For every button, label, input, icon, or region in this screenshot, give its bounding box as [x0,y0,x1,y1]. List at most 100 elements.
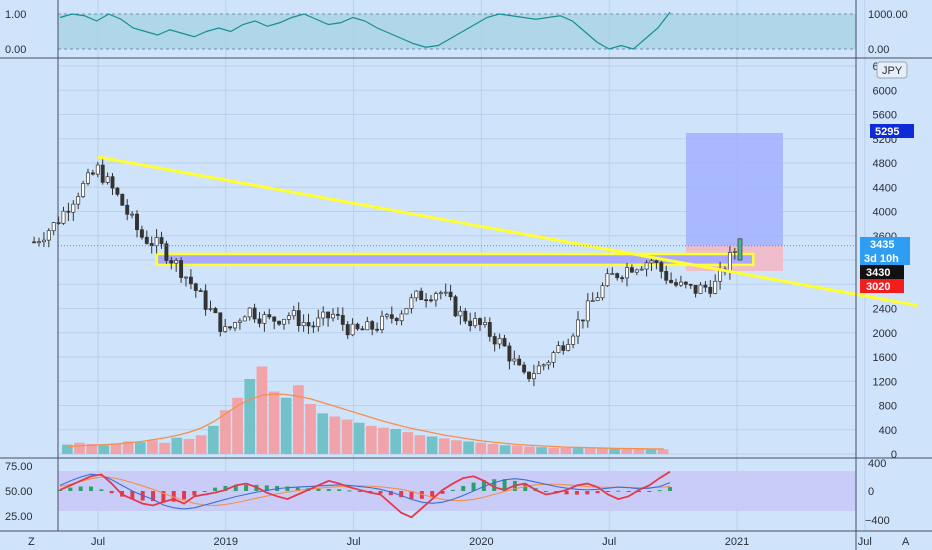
macd-histogram-bar [668,487,672,491]
macd-histogram-bar [316,488,321,491]
macd-histogram-bar [223,485,228,491]
candle-body [301,322,306,327]
target-price-tag [870,124,914,138]
candle-body [654,260,659,263]
macd-histogram-bar [378,491,383,494]
volume-bar [74,442,85,454]
candle-body [272,316,277,322]
macd-histogram-bar [151,491,156,502]
target-price-text: 5295 [875,126,899,138]
volume-bar [293,385,304,454]
volume-bar [329,416,341,454]
bottom-left-tick: 25.00 [5,511,33,523]
candle-body [659,262,664,272]
candle-body [664,271,669,281]
macd-histogram-bar [68,487,73,491]
candle-body [105,176,110,183]
candle-body [625,267,629,279]
volume-bar [305,404,316,454]
candle-body [674,282,678,286]
candle-body [331,313,335,319]
candle-body [345,324,350,336]
candle-body [443,291,448,294]
macd-histogram-bar [605,491,610,492]
y-tick-label: 2000 [873,328,897,340]
macd-histogram-bar [202,491,207,492]
macd-histogram-bar [244,484,249,491]
candle-body [32,241,37,244]
candle-body [100,164,105,183]
candle-body [615,273,620,279]
macd-histogram-bar [326,489,331,491]
y-tick-label: 400 [879,425,897,437]
x-tick-label: Jul [858,536,872,548]
descending-trendline[interactable] [97,155,918,307]
volume-bar [597,448,608,454]
stop-price-text: 3020 [866,281,890,293]
y-tick-label: 4400 [873,182,897,194]
volume-bar [414,435,426,454]
top-right-tick: 0.00 [868,44,889,56]
candle-body [478,318,482,325]
x-axis-labels: Jul 2019 Jul 2020 Jul 2021 Jul [91,536,872,548]
current-price-text: 3430 [866,267,890,279]
candle-body [120,193,125,206]
candle-body [571,335,576,345]
volume-bar [220,410,231,454]
candle-body [487,322,492,337]
candle-body [46,230,51,241]
candle-body [644,262,649,270]
resistance-zone[interactable] [155,252,755,267]
macd-histogram-bar [58,489,62,491]
macd-histogram-bar [585,491,590,495]
candle-body [335,313,340,316]
candle-body [502,338,507,347]
volume-bar [645,449,657,454]
macd-histogram-bar [461,485,466,491]
macd-histogram-bar [616,490,621,492]
candle-body [193,283,198,291]
candle-body [66,210,71,213]
z-button[interactable]: Z [28,536,35,548]
candle-body [492,336,497,345]
candle-body [595,297,600,301]
candle-body [340,315,345,325]
y-tick-label: 0 [891,449,897,461]
candle-body [370,321,375,330]
candle-body [257,318,262,324]
macd-histogram-bar [233,484,238,491]
candle-body [282,318,286,325]
volume-bar [86,444,97,454]
candle-body [237,320,242,323]
volume-bar [560,447,572,454]
currency-button[interactable] [876,61,908,79]
candle-body [713,280,718,294]
candle-body [678,281,683,286]
volume-bar [524,446,535,454]
volume-bar [438,438,450,454]
candle-body [355,323,360,330]
volume-bar [451,440,462,454]
x-tick-label: Jul [347,536,361,548]
candle-body [404,308,409,315]
candle-body [561,345,566,351]
candle-body [233,322,237,329]
position-target-box[interactable] [686,133,783,246]
macd-histogram-bar [213,487,218,491]
candle-body [600,285,605,299]
macd-histogram-bar [99,489,104,491]
candle-body [306,322,311,327]
a-button[interactable]: A [902,536,910,548]
candle-body [179,260,184,278]
last-price-tag [860,237,910,251]
candle-body [228,326,233,329]
candle-body [546,361,551,366]
x-tick-label: 2020 [469,536,493,548]
candle-body [438,292,443,295]
macd-histogram-bar [440,491,445,494]
x-tick-label: Jul [91,536,105,548]
candle-body [536,365,541,374]
candle-body [708,286,713,294]
